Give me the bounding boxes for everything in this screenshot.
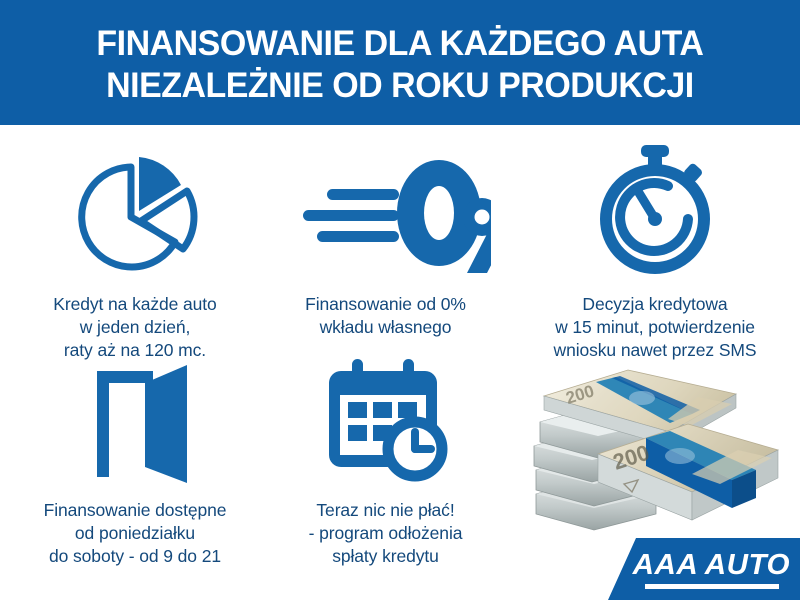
header-line-2: NIEZALEŻNIE OD ROKU PRODUKCJI: [106, 65, 694, 105]
feature-item-deferred-payment: Teraz nic nie płać! - program odłożenia …: [253, 355, 518, 568]
stopwatch-icon: [590, 140, 720, 275]
feature-caption: Teraz nic nie płać! - program odłożenia …: [308, 500, 463, 566]
banknote-stacks-image: 200 200: [520, 358, 790, 533]
feature-caption: Kredyt na każde auto w jeden dzień, raty…: [53, 294, 217, 360]
aaa-auto-logo[interactable]: AAA AUTO: [608, 538, 800, 600]
feature-item-credit: Kredyt na każde auto w jeden dzień, raty…: [0, 140, 270, 362]
header-line-1: FINANSOWANIE DLA KAŻDEGO AUTA: [96, 23, 704, 63]
zero-percent-icon: [281, 140, 491, 275]
feature-caption: Finansowanie od 0% wkładu własnego: [305, 294, 466, 337]
feature-item-decision: Decyzja kredytowa w 15 minut, potwierdze…: [510, 140, 800, 362]
open-door-icon: [75, 355, 195, 485]
feature-caption: Decyzja kredytowa w 15 minut, potwierdze…: [553, 294, 757, 360]
feature-grid: Kredyt na każde auto w jeden dzień, raty…: [0, 125, 800, 600]
banner-header: FINANSOWANIE DLA KAŻDEGO AUTA NIEZALEŻNI…: [0, 0, 800, 125]
logo-text: AAA AUTO: [632, 548, 790, 581]
feature-item-zero-percent: Finansowanie od 0% wkładu własnego: [253, 140, 518, 339]
feature-caption: Finansowanie dostępne od poniedziałku do…: [43, 500, 227, 566]
feature-item-opening-hours: Finansowanie dostępne od poniedziałku do…: [0, 355, 270, 568]
pie-chart-icon: [65, 140, 205, 275]
calendar-clock-icon: [319, 355, 453, 485]
logo-underline: [645, 583, 779, 589]
